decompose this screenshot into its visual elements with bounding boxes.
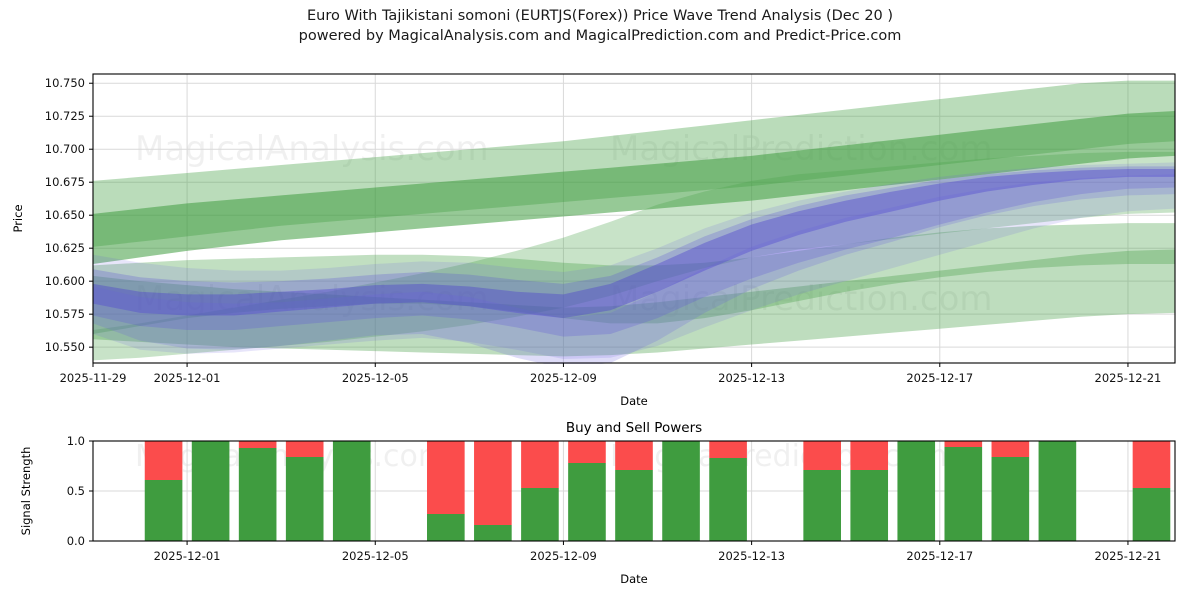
price-bands — [93, 80, 1175, 369]
mask-top — [0, 0, 1200, 74]
bar-sell-power[interactable] — [709, 441, 747, 458]
bar-buy-power[interactable] — [427, 514, 465, 541]
bar-buy-power[interactable] — [991, 457, 1030, 541]
bar-buy-power[interactable] — [191, 441, 230, 541]
buy-sell-powers-chart: Buy and Sell PowersMagicalAnalysis.comMa… — [19, 420, 1176, 586]
y-axis-title: Price — [11, 204, 25, 232]
x-axis: 2025-12-01 2025-12-05 2025-12-09 2025-12-13… — [154, 541, 1162, 586]
bar-sell-power[interactable] — [568, 441, 606, 463]
y-tick-label: 10.575 — [45, 307, 85, 321]
bar-sell-power[interactable] — [615, 441, 653, 470]
price-band-lower-green-band — [93, 249, 1175, 357]
x-tick-label: 2025-12-05 — [342, 371, 409, 385]
x-tick-label: 2025-11-29 — [60, 371, 127, 385]
bar-buy-power[interactable] — [944, 447, 983, 541]
bar-buy-power[interactable] — [238, 448, 277, 541]
price-band-blue-outer-wave — [93, 162, 1175, 360]
x-tick-label: 2025-12-13 — [718, 549, 785, 563]
x-axis: 2025-11-29 2025-12-01 2025-12-05 2025-12-09… — [60, 363, 1162, 408]
bar-buy-power[interactable] — [332, 441, 371, 541]
y-tick-label: 10.625 — [45, 241, 85, 255]
bar-sell-power[interactable] — [521, 441, 559, 488]
price-band-blue-core-wave — [93, 169, 1175, 319]
watermark-text: MagicalPrediction.com — [610, 279, 993, 319]
bar-buy-power[interactable] — [803, 470, 841, 541]
title-line-1: Euro With Tajikistani somoni (EURTJS(For… — [306, 8, 894, 24]
y-tick-label: 1.0 — [67, 434, 85, 448]
bar-buy-power[interactable] — [1132, 488, 1171, 541]
watermark-text: MagicalAnalysis.com — [135, 279, 489, 319]
x-tick-label: 2025-12-17 — [906, 371, 973, 385]
y-axis: 0.0 0.5 1.0 Signal Strength — [19, 434, 93, 548]
plot-border — [92, 73, 1176, 364]
x-tick-label: 2025-12-13 — [718, 371, 785, 385]
x-tick-label: 2025-12-09 — [530, 371, 597, 385]
mask-left — [0, 0, 93, 600]
bar-buy-power[interactable] — [1038, 441, 1077, 541]
page-title: Euro With Tajikistani somoni (EURTJS(For… — [0, 6, 1200, 46]
bar-sell-power[interactable] — [427, 441, 465, 514]
bar-buy-power[interactable] — [144, 480, 183, 541]
price-band-mid-green-band — [93, 223, 1175, 334]
y-tick-label: 10.750 — [45, 76, 85, 90]
bar-sell-power[interactable] — [144, 441, 183, 480]
bar-buy-power[interactable] — [474, 525, 512, 541]
x-tick-label: 2025-12-21 — [1095, 371, 1162, 385]
price-band-blue-dip-wave — [93, 174, 1175, 369]
bar-buy-power[interactable] — [568, 463, 606, 541]
bar-chart-title: Buy and Sell Powers — [566, 420, 702, 436]
y-axis-title: Signal Strength — [19, 447, 33, 536]
bar-buy-power[interactable] — [285, 457, 324, 541]
watermark-text: MagicalPrediction.com — [610, 439, 948, 474]
y-tick-label: 10.675 — [45, 175, 85, 189]
bar-buy-power[interactable] — [709, 458, 747, 541]
bar-sell-power[interactable] — [1132, 441, 1171, 488]
x-tick-label: 2025-12-17 — [906, 549, 973, 563]
x-tick-label: 2025-12-09 — [530, 549, 597, 563]
bar-sell-power[interactable] — [803, 441, 841, 470]
bar-sell-power[interactable] — [944, 441, 983, 447]
title-line-2: powered by MagicalAnalysis.com and Magic… — [298, 28, 902, 44]
mask-right — [1176, 0, 1200, 600]
x-tick-label: 2025-12-01 — [154, 371, 221, 385]
bar-sell-power[interactable] — [474, 441, 512, 525]
x-tick-label: 2025-12-21 — [1095, 549, 1162, 563]
x-axis-title: Date — [620, 572, 648, 586]
y-tick-label: 10.600 — [45, 274, 85, 288]
bar-sell-power[interactable] — [991, 441, 1030, 457]
bar-group — [144, 441, 1171, 541]
bar-buy-power[interactable] — [850, 470, 889, 541]
bar-buy-power[interactable] — [897, 441, 936, 541]
y-tick-label: 10.700 — [45, 142, 85, 156]
y-tick-label: 0.5 — [67, 484, 85, 498]
price-band-blue-mid-wave — [93, 166, 1175, 337]
bar-sell-power[interactable] — [285, 441, 324, 457]
bar-sell-power[interactable] — [238, 441, 277, 448]
y-axis: 10.550 10.575 10.600 10.625 10.650 10.675 10.7… — [11, 76, 93, 354]
x-tick-label: 2025-12-01 — [154, 549, 221, 563]
price-band-green-rising-wedge — [93, 151, 1175, 361]
bar-buy-power[interactable] — [521, 488, 559, 541]
y-tick-label: 0.0 — [67, 534, 85, 548]
price-band-upper-green-inner-band — [93, 110, 1175, 265]
x-axis-title: Date — [620, 394, 648, 408]
y-tick-label: 10.725 — [45, 109, 85, 123]
bar-buy-power[interactable] — [662, 441, 700, 541]
x-tick-label: 2025-12-05 — [342, 549, 409, 563]
y-tick-label: 10.550 — [45, 340, 85, 354]
y-tick-label: 10.650 — [45, 208, 85, 222]
bar-sell-power[interactable] — [850, 441, 889, 470]
bar-buy-power[interactable] — [615, 470, 653, 541]
